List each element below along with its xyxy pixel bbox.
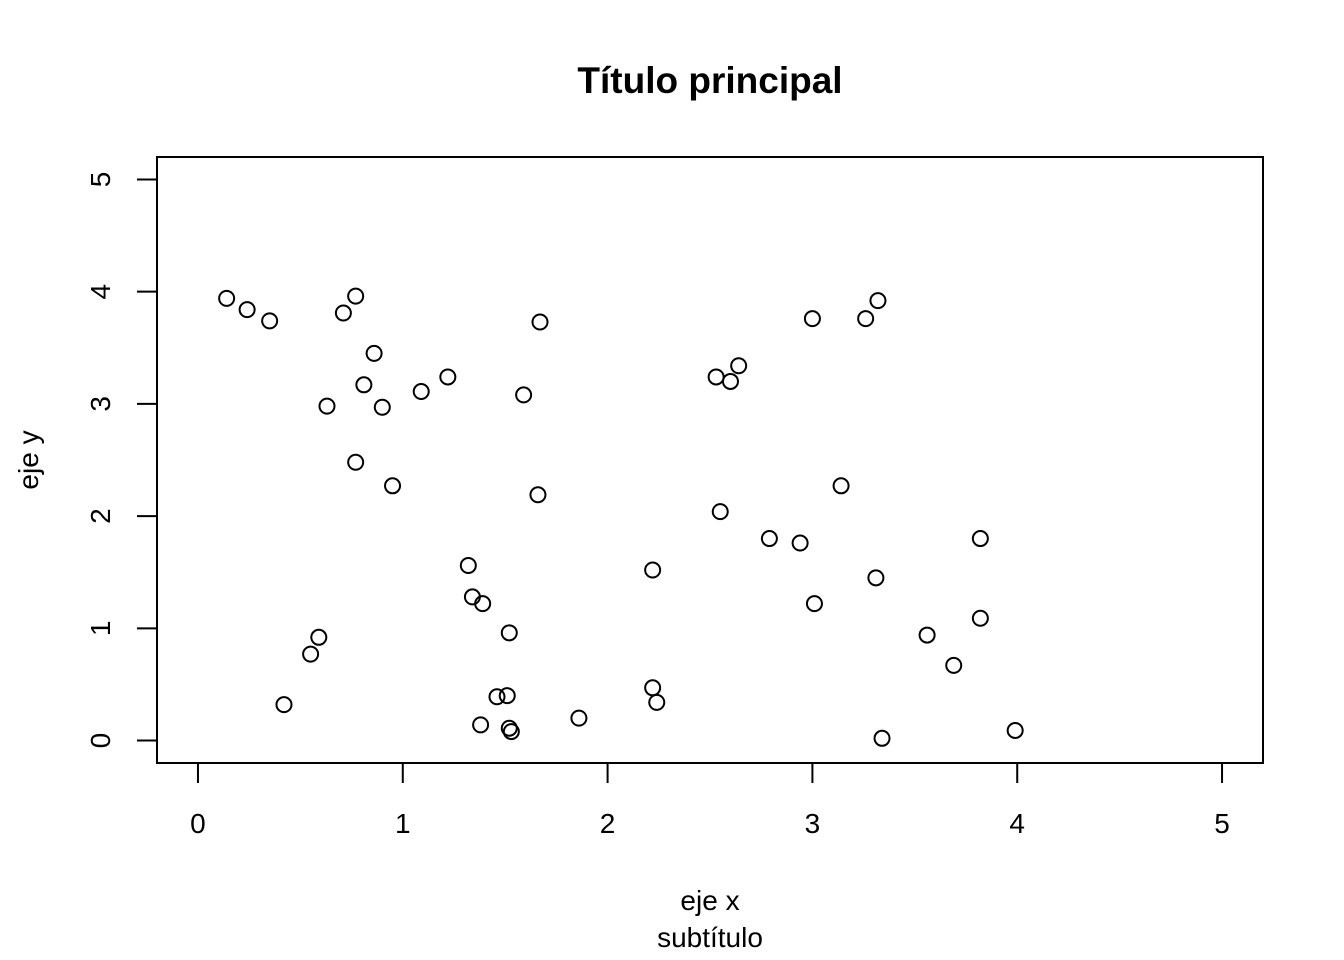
data-point — [945, 656, 963, 674]
data-point — [971, 609, 989, 627]
data-point — [310, 628, 328, 646]
data-point — [791, 534, 809, 552]
data-point — [648, 693, 666, 711]
data-point — [857, 310, 875, 328]
data-point — [805, 595, 823, 613]
x-tick-label: 1 — [395, 808, 411, 839]
data-point — [832, 477, 850, 495]
data-point — [488, 688, 506, 706]
y-axis-label: eje y — [13, 430, 44, 489]
y-tick-label: 2 — [85, 508, 116, 524]
data-point — [334, 304, 352, 322]
data-point — [275, 696, 293, 714]
data-point — [500, 624, 518, 642]
x-tick-label: 3 — [805, 808, 821, 839]
data-point — [459, 556, 477, 574]
data-point — [707, 368, 725, 386]
x-tick-label: 0 — [190, 808, 206, 839]
data-point — [730, 357, 748, 375]
data-point — [502, 723, 520, 741]
data-point — [412, 383, 430, 401]
data-point — [347, 287, 365, 305]
y-tick-label: 5 — [85, 172, 116, 188]
data-point — [918, 626, 936, 644]
x-axis-label: eje x — [680, 885, 739, 916]
data-point — [529, 486, 547, 504]
data-point — [531, 313, 549, 331]
data-point — [721, 372, 739, 390]
data-point — [384, 477, 402, 495]
data-point — [355, 376, 373, 394]
plot-frame — [156, 156, 1264, 764]
data-point — [474, 595, 492, 613]
data-point — [238, 301, 256, 319]
data-point — [803, 310, 821, 328]
x-tick-label: 5 — [1214, 808, 1230, 839]
data-point — [711, 503, 729, 521]
data-point — [644, 679, 662, 697]
data-points — [218, 287, 1024, 747]
y-tick-label: 1 — [85, 621, 116, 637]
y-tick-label: 4 — [85, 284, 116, 300]
data-point — [347, 453, 365, 471]
data-point — [515, 386, 533, 404]
data-point — [318, 397, 336, 415]
data-point — [373, 398, 391, 416]
data-point — [971, 530, 989, 548]
data-point — [873, 729, 891, 747]
data-point — [439, 368, 457, 386]
y-tick-label: 0 — [85, 733, 116, 749]
data-point — [644, 561, 662, 579]
data-point — [498, 687, 516, 705]
x-axis: 0 1 2 3 4 5 — [190, 762, 1230, 839]
data-point — [867, 569, 885, 587]
data-point — [570, 709, 588, 727]
x-tick-label: 2 — [600, 808, 616, 839]
x-tick-label: 4 — [1009, 808, 1025, 839]
data-point — [472, 716, 490, 734]
data-point — [869, 292, 887, 310]
data-point — [760, 530, 778, 548]
data-point — [500, 719, 518, 737]
data-point — [218, 289, 236, 307]
data-point — [261, 312, 279, 330]
data-point — [1006, 721, 1024, 739]
data-point — [302, 645, 320, 663]
chart-title: Título principal — [577, 60, 842, 101]
y-tick-label: 3 — [85, 396, 116, 412]
y-axis: 0 1 2 3 4 5 — [85, 172, 158, 749]
data-point — [365, 344, 383, 362]
chart-subtitle: subtítulo — [657, 922, 763, 953]
